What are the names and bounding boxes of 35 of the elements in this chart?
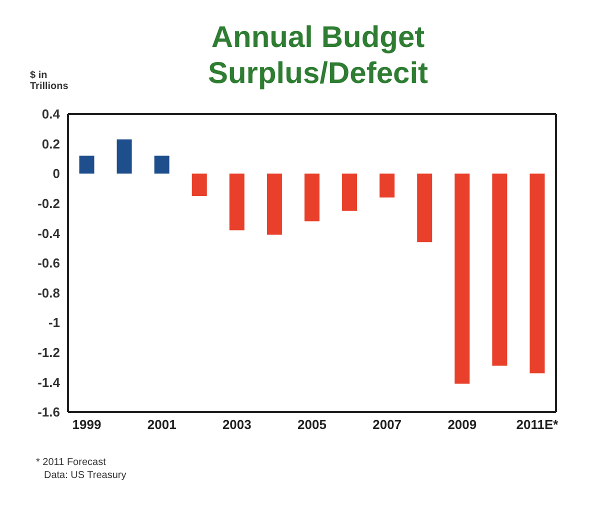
x-tick-label: 2003 bbox=[222, 417, 252, 432]
bar bbox=[79, 156, 94, 174]
y-tick-label: 0.2 bbox=[42, 136, 60, 152]
y-tick-label: 0.4 bbox=[42, 106, 61, 122]
x-tick-label: 1999 bbox=[72, 417, 102, 432]
bar bbox=[380, 174, 395, 198]
y-tick-label: -0.2 bbox=[38, 196, 60, 212]
bar bbox=[192, 174, 207, 196]
bar bbox=[492, 174, 508, 366]
bar bbox=[530, 174, 545, 374]
y-tick-label: -1.4 bbox=[38, 374, 61, 390]
y-tick-label: 0 bbox=[52, 166, 60, 182]
bar bbox=[417, 174, 432, 242]
chart-title: Annual Budget Surplus/Defecit bbox=[206, 20, 430, 92]
x-tick-label: 2011E* bbox=[516, 417, 560, 432]
y-tick-label: -1 bbox=[48, 315, 60, 330]
bar bbox=[116, 139, 132, 174]
y-tick-label: -0.4 bbox=[38, 226, 61, 241]
x-tick-label: 2007 bbox=[372, 417, 402, 432]
x-tick-label: 2009 bbox=[448, 417, 477, 432]
y-tick-label: -1.2 bbox=[38, 345, 60, 360]
text: Data: US Treasury bbox=[43, 469, 126, 482]
x-tick-label: 2005 bbox=[298, 417, 326, 432]
y-tick-label: -0.8 bbox=[38, 285, 60, 300]
y-tick-label: -1.6 bbox=[38, 404, 60, 420]
text: * 2011 Forecast bbox=[36, 456, 107, 469]
x-tick-label: 2001 bbox=[147, 417, 176, 432]
bar bbox=[342, 174, 358, 211]
y-tick-label: -0.6 bbox=[38, 256, 60, 271]
bar bbox=[266, 174, 282, 235]
y-axis-title: $ in Trillions bbox=[30, 70, 70, 92]
bar bbox=[304, 174, 320, 222]
bar bbox=[229, 174, 244, 230]
bar bbox=[154, 156, 170, 174]
bar bbox=[454, 174, 470, 384]
